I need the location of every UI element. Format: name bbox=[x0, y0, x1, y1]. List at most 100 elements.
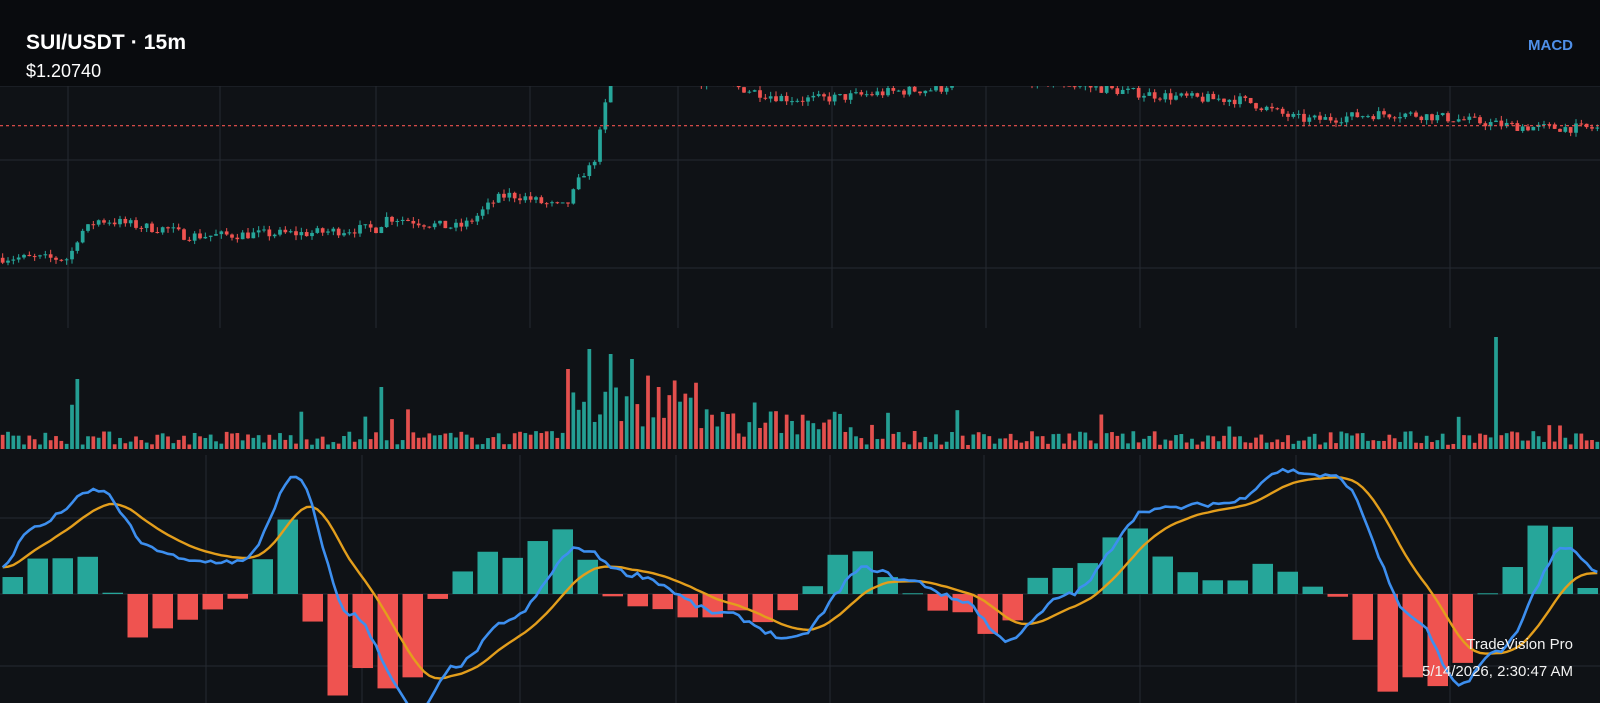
histogram-bar bbox=[1227, 580, 1248, 594]
candle-body bbox=[1520, 126, 1525, 131]
volume-bar bbox=[299, 411, 304, 449]
volume-bar bbox=[838, 413, 842, 449]
candle-body bbox=[0, 257, 5, 263]
candle-body bbox=[390, 216, 394, 222]
histogram-bar bbox=[552, 529, 573, 594]
candle-body bbox=[864, 94, 869, 96]
volume-bar bbox=[528, 434, 533, 449]
volume-bar bbox=[1419, 443, 1424, 449]
volume-bar bbox=[1403, 431, 1408, 449]
histogram-bar bbox=[1302, 586, 1323, 594]
candle-body bbox=[70, 250, 74, 260]
volume-bar bbox=[923, 436, 928, 449]
volume-bar bbox=[518, 431, 522, 449]
candle-body bbox=[107, 222, 112, 224]
histogram-bar bbox=[1352, 594, 1373, 640]
volume-bar bbox=[400, 440, 405, 449]
histogram-bar bbox=[677, 594, 698, 618]
volume-bar bbox=[448, 432, 453, 449]
candle-body bbox=[923, 90, 928, 94]
volume-bar bbox=[224, 431, 229, 449]
volume-bar bbox=[176, 439, 181, 449]
histogram-bar bbox=[202, 594, 223, 610]
volume-bar bbox=[294, 443, 298, 449]
volume-bar bbox=[331, 442, 336, 449]
candle-body bbox=[496, 193, 501, 203]
volume-bar bbox=[1478, 433, 1482, 449]
candle-body bbox=[171, 227, 176, 229]
volume-bar bbox=[278, 433, 282, 449]
candle-body bbox=[1120, 89, 1125, 95]
volume-bar bbox=[896, 432, 901, 449]
volume-bar bbox=[902, 442, 906, 449]
volume-bar bbox=[411, 432, 416, 449]
candle-body bbox=[790, 101, 794, 103]
candle-body bbox=[411, 220, 416, 224]
volume-bar bbox=[1446, 444, 1450, 449]
histogram-bar bbox=[1552, 526, 1573, 594]
volume-bar bbox=[48, 440, 53, 449]
volume-bar bbox=[560, 432, 565, 449]
candle-body bbox=[22, 254, 26, 258]
volume-bar bbox=[1579, 433, 1584, 449]
volume-bar bbox=[1019, 442, 1024, 449]
volume-bar bbox=[1563, 437, 1568, 449]
volume-bar bbox=[352, 441, 357, 449]
candle-body bbox=[102, 220, 106, 223]
candle-body bbox=[795, 100, 800, 102]
volume-bar bbox=[1344, 433, 1349, 449]
volume-bar bbox=[512, 433, 517, 449]
volume-bar bbox=[1088, 440, 1093, 449]
candle-body bbox=[598, 129, 602, 162]
candle-body bbox=[358, 224, 362, 234]
indicator-label[interactable]: MACD bbox=[1528, 37, 1573, 54]
volume-bar bbox=[192, 432, 197, 449]
candle-body bbox=[747, 91, 752, 93]
volume-bar bbox=[1035, 436, 1040, 449]
candle-body bbox=[1088, 85, 1093, 88]
candle-body bbox=[939, 86, 944, 92]
chart-header bbox=[0, 0, 1600, 86]
histogram-bar bbox=[402, 594, 423, 678]
volume-bar bbox=[843, 431, 848, 449]
volume-bar bbox=[107, 431, 112, 449]
volume-bar bbox=[811, 423, 816, 449]
candle-body bbox=[491, 202, 496, 204]
candle-body bbox=[128, 220, 133, 224]
volume-bar bbox=[592, 421, 597, 449]
histogram-bar bbox=[852, 551, 873, 594]
histogram-bar bbox=[452, 571, 473, 594]
volume-bar bbox=[1254, 437, 1258, 449]
volume-bar bbox=[1371, 440, 1376, 449]
candle-body bbox=[1222, 98, 1226, 102]
candle-body bbox=[470, 220, 474, 222]
candle-body bbox=[208, 235, 213, 237]
volume-bar bbox=[1158, 444, 1162, 449]
histogram-bar bbox=[777, 594, 798, 611]
volume-bar bbox=[907, 444, 912, 449]
candle-body bbox=[523, 196, 528, 201]
volume-bar bbox=[1467, 435, 1472, 449]
volume-bar bbox=[155, 434, 160, 449]
candle-body bbox=[459, 222, 464, 227]
candle-body bbox=[1296, 113, 1301, 115]
volume-bar bbox=[336, 443, 341, 449]
volume-bar bbox=[1211, 436, 1216, 449]
candle-body bbox=[1174, 95, 1178, 100]
candle-body bbox=[608, 79, 613, 103]
candle-body bbox=[368, 224, 373, 228]
histogram-bar bbox=[1577, 587, 1598, 594]
histogram-bar bbox=[1027, 577, 1048, 594]
volume-bar bbox=[75, 379, 80, 449]
candle-body bbox=[1126, 88, 1130, 90]
volume-bar bbox=[1056, 433, 1061, 449]
symbol-title: SUI/USDT · 15m bbox=[26, 31, 187, 54]
volume-bar bbox=[731, 413, 736, 449]
volume-bar bbox=[326, 444, 330, 449]
histogram-bar bbox=[1252, 563, 1273, 594]
volume-bar bbox=[736, 433, 741, 449]
candle-body bbox=[779, 95, 784, 102]
volume-bar bbox=[1558, 425, 1562, 449]
candle-body bbox=[768, 96, 773, 99]
